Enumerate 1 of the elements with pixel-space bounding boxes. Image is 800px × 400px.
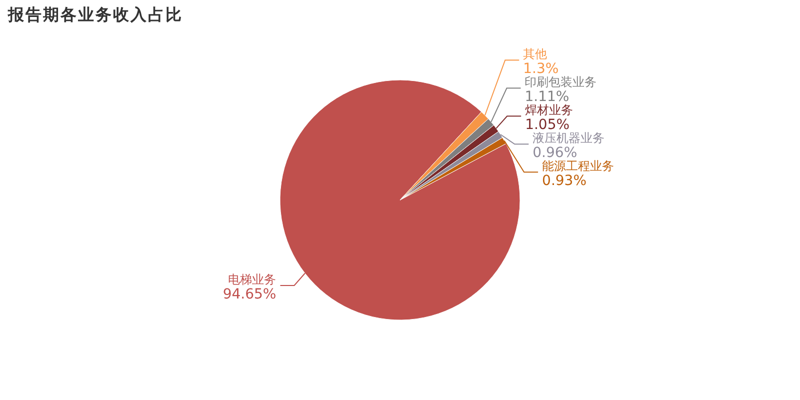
title: 报告期各业务收入占比: [8, 5, 183, 24]
